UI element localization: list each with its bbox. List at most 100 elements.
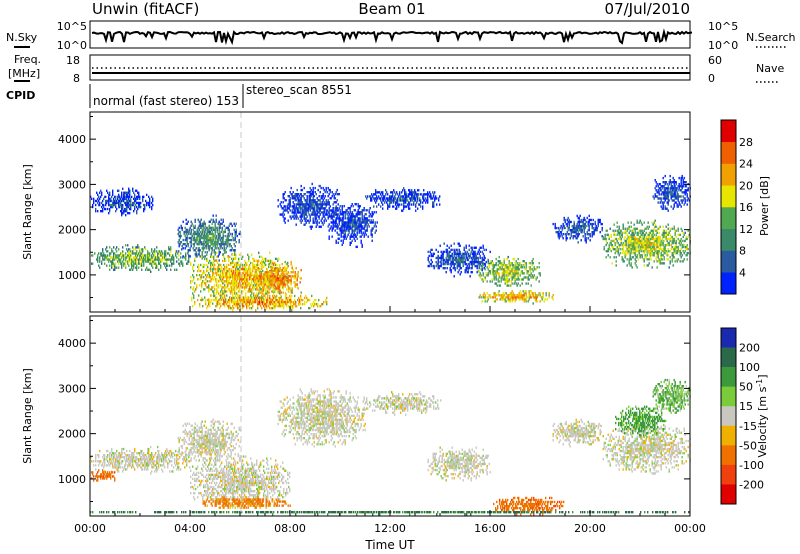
data-cell [332,223,334,226]
data-cell [610,239,612,243]
data-cell [589,222,591,226]
data-cell [214,263,216,267]
data-cell [356,219,358,222]
data-cell [99,203,101,207]
data-cell [282,305,284,308]
data-cell [165,262,167,265]
data-cell [335,211,337,214]
data-cell [518,298,520,301]
data-cell [280,269,282,272]
data-cell [144,203,146,207]
data-cell [372,195,374,198]
data-cell [552,294,554,297]
data-cell [206,253,208,256]
data-cell [322,207,324,210]
data-cell [178,230,180,234]
data-cell [278,283,280,286]
data-cell [106,201,108,205]
data-cell [312,201,314,204]
data-cell [552,298,554,301]
data-cell [459,244,461,247]
data-cell [137,201,139,205]
data-cell [120,252,122,255]
data-cell [140,258,142,261]
data-cell [301,211,303,214]
data-cell [601,229,603,232]
data-cell [233,307,235,310]
data-cell [236,284,238,287]
data-cell [396,199,398,202]
data-cell [148,252,150,255]
data-cell [511,298,513,301]
data-cell [491,272,493,275]
data-cell [125,260,127,263]
data-cell [225,226,227,230]
data-cell [208,298,210,301]
data-cell [231,232,233,236]
data-cell [484,264,486,268]
data-cell [240,298,242,302]
data-cell [361,243,363,247]
data-cell [214,243,216,246]
data-cell [326,300,328,304]
data-cell [126,197,128,201]
data-cell [261,255,263,259]
data-cell [465,246,467,249]
data-cell [123,197,125,201]
data-cell [156,258,158,261]
data-cell [192,280,194,283]
data-cell [284,285,286,288]
data-cell [148,254,150,257]
data-cell [349,207,351,210]
data-cell [318,298,320,302]
data-cell [231,257,233,261]
data-cell [585,237,587,240]
data-cell [349,237,351,240]
data-cell [397,197,399,200]
data-cell [609,256,611,259]
data-cell [300,269,302,272]
data-cell [298,199,300,202]
data-cell [124,191,126,194]
data-cell [269,282,271,285]
data-cell [128,260,130,263]
data-cell [412,199,414,202]
data-cell [605,250,607,253]
data-cell [187,249,189,252]
data-cell [261,294,263,297]
data-cell [231,224,233,228]
data-cell [602,235,604,239]
data-cell [191,222,193,225]
data-cell [245,294,247,298]
data-cell [295,195,297,198]
data-cell [527,272,529,275]
data-cell [159,250,161,253]
data-cell [294,294,296,298]
data-cell [342,213,344,216]
data-cell [276,263,278,267]
data-cell [203,247,205,250]
data-cell [312,188,314,192]
data-cell [458,258,460,262]
data-cell [520,264,522,267]
cpid-mode-stereo: stereo_scan 8551 [246,83,352,97]
data-cell [229,282,231,285]
data-cell [112,189,114,192]
data-cell [525,268,527,271]
data-cell [97,210,99,213]
data-cell [197,218,199,221]
data-cell [297,273,299,276]
data-cell [312,193,314,196]
data-cell [232,280,234,283]
data-cell [445,256,447,260]
data-cell [368,219,370,222]
data-cell [280,277,282,280]
data-cell [470,256,472,260]
data-cell [202,282,204,285]
data-cell [280,275,282,278]
data-cell [247,280,249,283]
data-cell [262,303,264,306]
data-cell [233,269,235,273]
data-cell [117,254,119,257]
data-cell [449,254,451,258]
